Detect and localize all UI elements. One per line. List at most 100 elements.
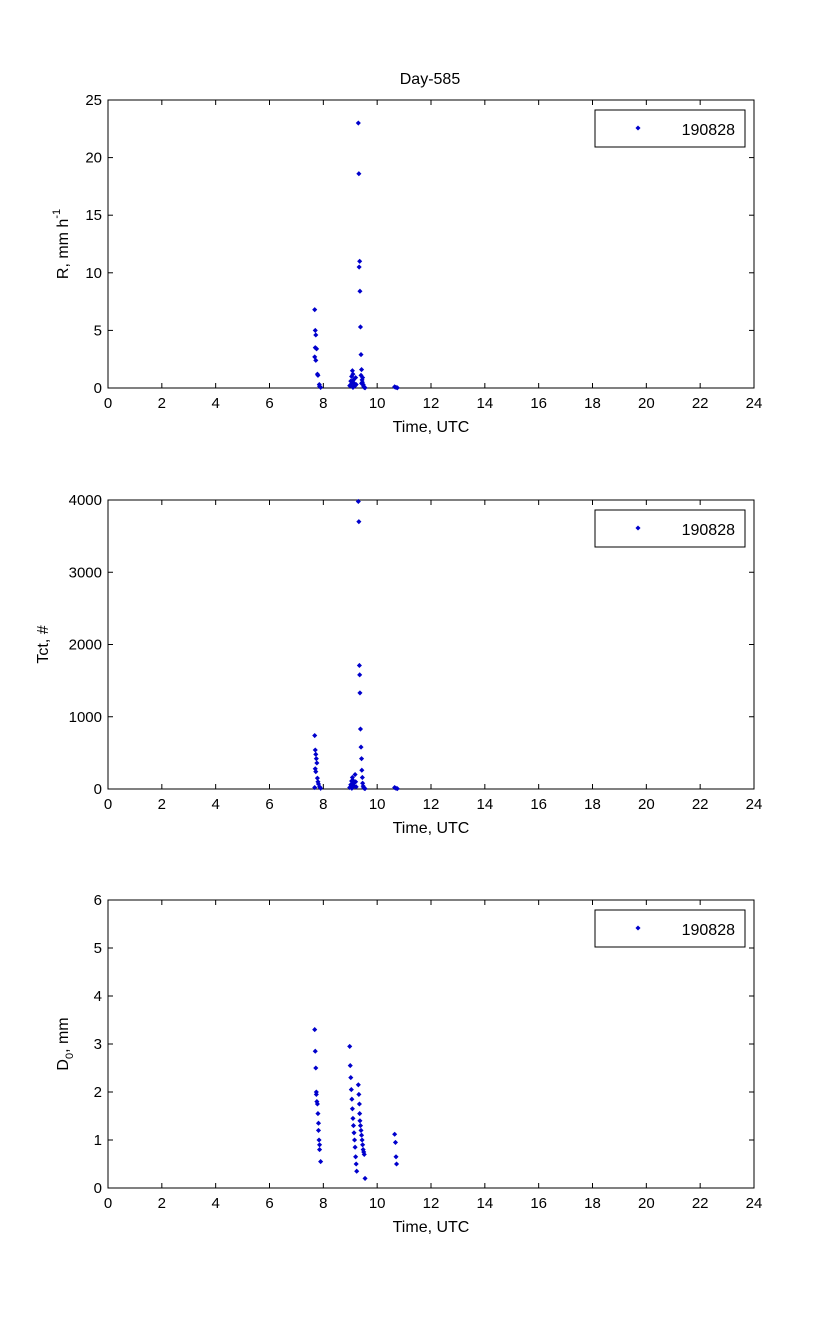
data-point	[355, 1082, 361, 1088]
legend-box	[594, 109, 746, 148]
legend-label: 190828	[682, 122, 735, 139]
x-tick-label: 18	[584, 1195, 601, 1212]
y-tick-label: 1	[94, 1132, 102, 1149]
axes-box	[107, 899, 755, 1189]
total-count-panel: 0 2 4 6 8 10 12 14 16 18 20 22 2401000200030004000Ti…	[35, 492, 762, 837]
data-point	[313, 332, 319, 338]
data-point	[315, 1111, 321, 1117]
data-point	[316, 1137, 322, 1143]
y-tick-label: 6	[94, 892, 102, 909]
data-point	[356, 264, 362, 270]
x-tick-label: 2	[158, 1195, 166, 1212]
data-point	[352, 1137, 358, 1143]
data-point	[358, 352, 364, 358]
data-point	[348, 381, 354, 388]
x-tick-label: 10	[369, 796, 386, 813]
y-tick-label: 3	[94, 1036, 102, 1053]
x-tick-label: 12	[423, 1195, 440, 1212]
data-point	[356, 662, 362, 668]
data-point	[317, 1147, 323, 1153]
y-axis-label-main: D	[55, 1059, 72, 1071]
data-point	[359, 767, 365, 773]
data-point	[349, 1096, 355, 1102]
data-point	[318, 785, 324, 791]
x-tick-label: 10	[369, 1195, 386, 1212]
legend-box	[594, 909, 746, 948]
data-point	[313, 357, 319, 363]
data-point	[313, 756, 319, 762]
data-point	[357, 288, 363, 294]
y-axis-label: R, mm h-1	[51, 209, 72, 279]
y-axis-label: Tct, #	[35, 625, 52, 663]
x-tick-label: 18	[584, 796, 601, 813]
data-point	[394, 385, 400, 391]
data-point	[357, 324, 364, 330]
x-tick-label: 6	[265, 395, 273, 412]
data-point	[350, 371, 356, 377]
data-point	[350, 1115, 356, 1121]
x-tick-label: 18	[584, 395, 601, 412]
data-point	[315, 1120, 322, 1126]
data-point	[353, 779, 359, 785]
y-axis-label-main: Tct, #	[35, 625, 52, 663]
x-tick-label: 20	[638, 1195, 655, 1212]
y-tick-label: 5	[94, 940, 102, 957]
x-axis-label: Time, UTC	[393, 1219, 470, 1236]
data-point	[312, 307, 318, 313]
data-point	[352, 1144, 358, 1150]
x-tick-label: 20	[638, 395, 655, 412]
legend: 190828	[594, 509, 746, 548]
x-tick-label: 24	[746, 395, 763, 412]
x-tick-label: 12	[423, 796, 440, 813]
x-tick-label: 20	[638, 796, 655, 813]
legend-marker	[635, 525, 641, 531]
y-axis-label-subscript: 0	[64, 1053, 76, 1059]
x-tick-label: 0	[104, 1195, 112, 1212]
data-point	[357, 672, 363, 678]
x-tick-label: 6	[265, 1195, 273, 1212]
data-point	[362, 385, 368, 391]
legend-label: 190828	[682, 522, 735, 539]
x-tick-label: 8	[319, 395, 327, 412]
data-point	[356, 519, 362, 525]
data-point	[318, 1159, 324, 1165]
data-point	[347, 1043, 353, 1049]
figure-title: Day-585	[400, 71, 461, 88]
data-point	[356, 1101, 362, 1107]
x-tick-label: 10	[369, 395, 386, 412]
y-tick-label: 4	[94, 988, 102, 1005]
x-tick-label: 14	[476, 1195, 493, 1212]
x-tick-label: 4	[211, 395, 219, 412]
x-tick-label: 14	[476, 796, 493, 813]
x-tick-label: 8	[319, 796, 327, 813]
data-point	[354, 1168, 360, 1174]
legend: 190828	[594, 109, 746, 148]
y-tick-label: 2000	[69, 637, 102, 654]
series-190828	[312, 120, 400, 391]
x-tick-label: 4	[211, 796, 219, 813]
data-point	[314, 346, 320, 352]
axes-box	[107, 499, 755, 790]
y-tick-label: 5	[94, 322, 102, 339]
data-point	[357, 1123, 364, 1129]
data-point	[350, 782, 357, 788]
y-tick-label: 10	[85, 265, 102, 282]
legend-label: 190828	[682, 922, 735, 939]
data-point	[348, 1075, 354, 1081]
data-point	[356, 1091, 362, 1097]
x-tick-label: 4	[211, 1195, 219, 1212]
data-point	[349, 368, 355, 374]
y-tick-label: 0	[94, 380, 102, 397]
x-tick-label: 14	[476, 395, 493, 412]
y-tick-label: 0	[94, 1180, 102, 1197]
y-axis-label-superscript: -1	[51, 209, 63, 219]
x-tick-label: 2	[158, 796, 166, 813]
x-tick-label: 24	[746, 1195, 763, 1212]
data-point	[312, 327, 318, 333]
x-tick-label: 6	[265, 796, 273, 813]
data-point	[361, 1151, 367, 1157]
y-tick-label: 4000	[69, 492, 102, 509]
y-tick-label: 20	[85, 150, 102, 167]
x-tick-label: 16	[530, 1195, 547, 1212]
